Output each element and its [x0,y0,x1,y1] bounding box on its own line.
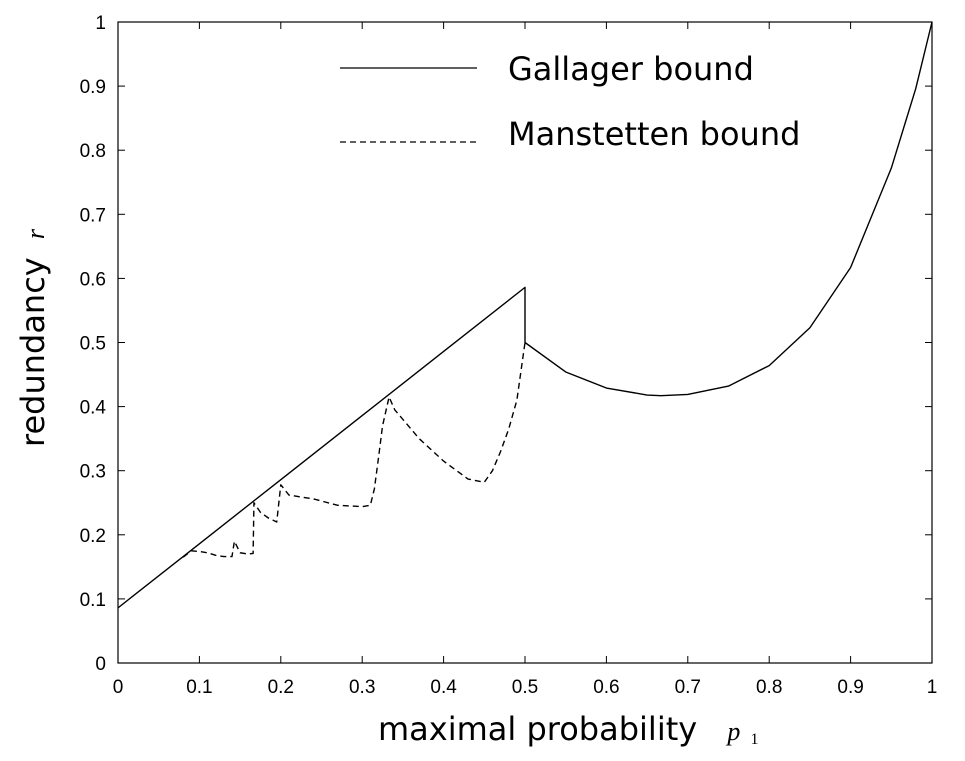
x-axis-title-symbol: p [725,717,740,746]
x-tick-label: 0.3 [349,677,375,698]
x-axis-title-subscript: 1 [751,731,759,748]
x-tick-label: 0.7 [675,677,701,698]
y-tick-label: 0.1 [80,590,106,611]
series-line-manstetten [182,342,526,558]
x-tick-label: 0 [113,677,124,698]
legend-label-gallager: Gallager bound [508,50,754,88]
y-tick-label: 0.3 [80,462,106,483]
y-tick-label: 0.4 [80,398,107,419]
y-tick-label: 0.7 [80,205,106,226]
y-axis-title: redundancy r [14,228,52,447]
y-tick-label: 0.8 [80,141,106,162]
x-tick-label: 0.8 [756,677,782,698]
x-tick-label: 0.1 [186,677,212,698]
y-tick-label: 0 [95,654,106,675]
y-axis-title-symbol: r [21,228,50,239]
y-tick-label: 0.2 [80,526,106,547]
x-tick-label: 0.5 [512,677,538,698]
y-tick-label: 1 [95,13,106,34]
y-tick-label: 0.5 [80,334,106,355]
y-tick-label: 0.9 [80,77,106,98]
tick-marks [117,21,933,664]
x-tick-label: 0.4 [430,677,457,698]
legend: Gallager bound Manstetten bound [340,50,800,153]
tick-labels: 0 0.1 0.2 0.3 0.4 0.5 0.6 0.7 0.8 0.9 1 0 0.1 0.2 0.3 0… [80,13,938,698]
y-axis-title-text: redundancy [14,257,52,447]
series-lines [117,21,933,609]
series-line-gallager [117,21,933,609]
x-tick-label: 0.6 [593,677,619,698]
x-tick-label: 0.9 [837,677,863,698]
legend-label-manstetten: Manstetten bound [508,115,800,153]
x-tick-label: 0.2 [268,677,294,698]
y-tick-label: 0.6 [80,269,106,290]
x-axis-title: maximal probability p 1 [378,710,759,748]
x-axis-title-text: maximal probability [378,710,697,748]
x-tick-label: 1 [927,677,938,698]
